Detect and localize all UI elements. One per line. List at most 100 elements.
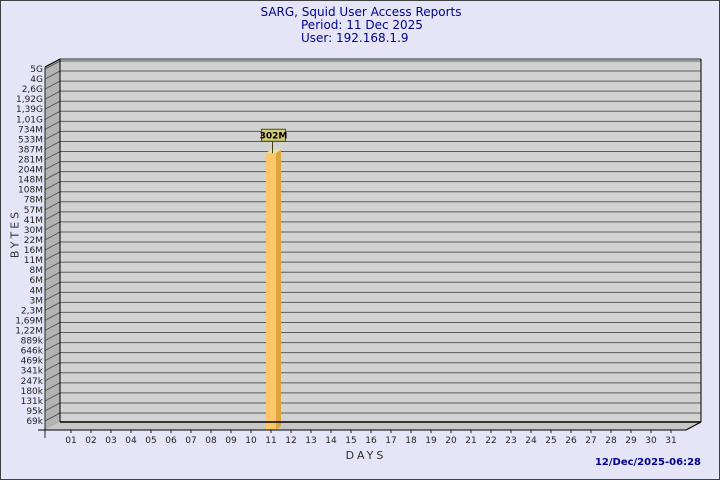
y-tick <box>44 332 61 341</box>
y-tick-label: 281M <box>18 156 43 166</box>
x-tick-label: 26 <box>565 436 577 446</box>
x-tick-label: 20 <box>445 436 457 446</box>
generation-timestamp: 12/Dec/2025-06:28 <box>594 457 701 468</box>
y-tick <box>44 60 61 70</box>
y-tick-label: 1,92G <box>16 95 43 105</box>
y-tick <box>44 201 61 211</box>
y-tick <box>44 161 61 171</box>
x-tick-label: 09 <box>225 436 237 446</box>
y-tick <box>44 110 61 120</box>
y-tick <box>44 392 61 402</box>
x-tick-label: 08 <box>205 436 217 446</box>
report-period: Period: 11 Dec 2025 <box>301 18 423 32</box>
x-tick-label: 10 <box>245 436 257 446</box>
y-tick-label: 11M <box>24 256 43 266</box>
y-tick-label: 22M <box>24 236 43 246</box>
y-tick-label: 1,22M <box>15 326 43 336</box>
y-tick <box>44 90 61 100</box>
y-tick-label: 6M <box>30 276 44 286</box>
x-tick-label: 13 <box>305 436 316 446</box>
y-tick-label: 646k <box>21 347 44 357</box>
x-tick-label: 16 <box>365 436 377 446</box>
x-tick-label: 07 <box>185 436 196 446</box>
y-tick-label: 4G <box>30 75 43 85</box>
x-tick-label: 12 <box>285 436 296 446</box>
x-tick-label: 29 <box>625 436 637 446</box>
back-wall <box>60 59 701 422</box>
bar-value-label: 302M <box>260 132 288 142</box>
y-tick-label: 131k <box>21 397 44 407</box>
x-tick-label: 27 <box>585 436 596 446</box>
y-axis-title: BYTES <box>8 208 22 259</box>
report-title: SARG, Squid User Access Reports <box>260 5 462 19</box>
y-tick <box>44 191 61 201</box>
side-wall <box>45 59 60 430</box>
y-tick <box>44 171 61 181</box>
y-tick <box>44 211 61 221</box>
y-tick-label: 108M <box>18 186 43 196</box>
x-tick-label: 04 <box>125 436 137 446</box>
y-tick <box>44 311 61 321</box>
x-tick-label: 24 <box>525 436 537 446</box>
y-tick <box>44 100 61 110</box>
y-tick <box>44 241 61 251</box>
y-tick <box>44 231 61 241</box>
x-tick-label: 23 <box>505 436 516 446</box>
x-tick-label: 02 <box>85 436 96 446</box>
y-tick-label: 734M <box>18 125 43 135</box>
x-tick-label: 25 <box>545 436 556 446</box>
x-tick-label: 17 <box>385 436 396 446</box>
y-tick-label: 889k <box>21 337 44 347</box>
y-tick-label: 30M <box>24 226 43 236</box>
y-tick <box>44 151 61 160</box>
bar-front <box>266 153 276 431</box>
y-tick <box>44 120 61 130</box>
y-tick-label: 8M <box>30 266 44 276</box>
y-tick <box>44 352 61 362</box>
y-tick <box>44 271 61 281</box>
y-tick-label: 533M <box>18 135 43 145</box>
x-tick-label: 28 <box>605 436 617 446</box>
y-tick-label: 148M <box>18 176 43 186</box>
x-tick-label: 22 <box>485 436 496 446</box>
x-tick-label: 31 <box>665 436 676 446</box>
floor <box>45 422 701 430</box>
y-tick-label: 180k <box>21 387 44 397</box>
y-tick-label: 341k <box>21 367 44 377</box>
x-tick-label: 21 <box>465 436 476 446</box>
y-tick <box>44 382 61 392</box>
y-tick-label: 57M <box>24 206 43 216</box>
y-tick-label: 5G <box>30 65 43 75</box>
y-tick <box>44 221 61 231</box>
y-tick-label: 41M <box>24 216 43 226</box>
y-tick <box>44 362 61 372</box>
y-tick <box>44 322 61 331</box>
y-tick-label: 95k <box>26 407 43 417</box>
y-tick-label: 1,39G <box>16 105 43 115</box>
x-axis-title: DAYS <box>345 449 387 462</box>
y-tick <box>44 281 61 291</box>
y-tick <box>44 372 61 382</box>
x-tick-label: 03 <box>105 436 116 446</box>
y-tick <box>44 402 61 412</box>
x-tick-label: 05 <box>145 436 156 446</box>
x-tick-label: 30 <box>645 436 657 446</box>
x-tick-label: 06 <box>165 436 177 446</box>
y-tick <box>44 70 61 80</box>
bar-top <box>266 149 281 154</box>
y-tick <box>44 80 61 90</box>
y-tick-label: 247k <box>21 377 44 387</box>
y-tick-label: 4M <box>30 286 44 296</box>
y-tick-label: 387M <box>18 145 43 155</box>
y-tick-label: 469k <box>21 357 44 367</box>
bar-side <box>276 149 281 431</box>
y-tick-label: 16M <box>24 246 43 256</box>
report-user: User: 192.168.1.9 <box>301 31 409 45</box>
bar-value-flag <box>261 128 286 142</box>
y-tick-label: 1,01G <box>16 115 43 125</box>
wall-top-edge <box>44 58 61 68</box>
y-tick <box>44 342 61 352</box>
x-tick-label: 15 <box>345 436 356 446</box>
